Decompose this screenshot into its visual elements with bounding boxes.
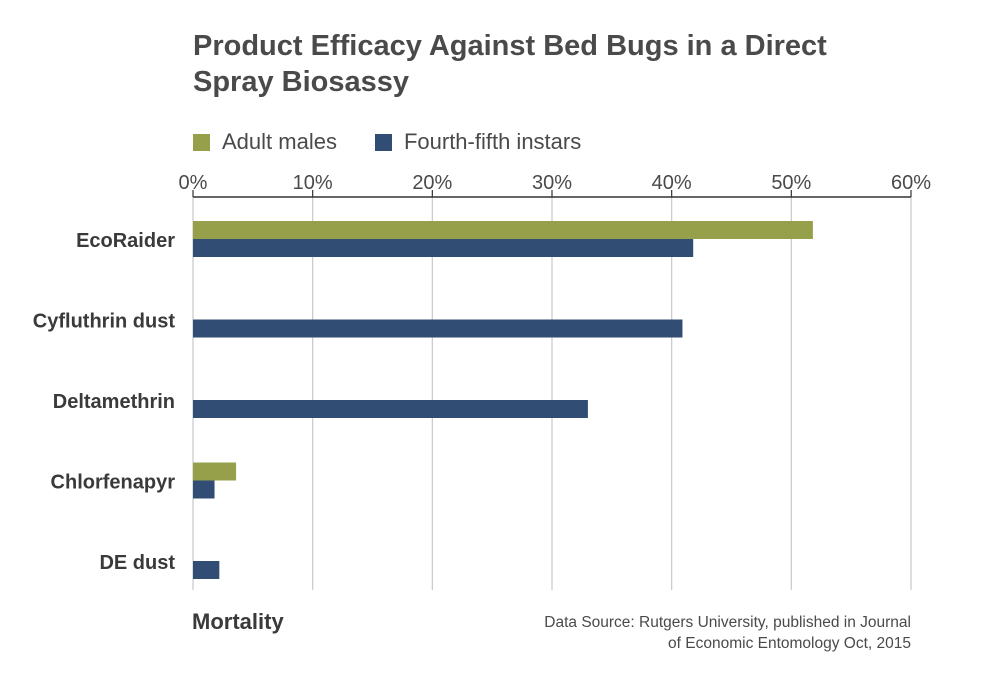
legend-label-adult-males: Adult males <box>222 129 337 154</box>
x-tick-label: 20% <box>412 172 452 194</box>
x-tick-label: 0% <box>179 172 208 194</box>
bar-adult-males <box>193 221 813 239</box>
chart-title: Product Efficacy Against Bed Bugs in a D… <box>193 28 953 100</box>
x-tick-label: 10% <box>293 172 333 194</box>
x-tick-label: 40% <box>652 172 692 194</box>
chart-title-line-2: Spray Biosassy <box>193 66 410 98</box>
category-label: Deltamethrin <box>53 391 175 413</box>
legend-label-instars: Fourth-fifth instars <box>403 129 582 154</box>
legend-swatch-adult-males <box>193 133 210 151</box>
bar-instars <box>193 400 588 418</box>
x-tick-label: 50% <box>771 172 811 194</box>
bars <box>193 221 813 579</box>
legend-item-instars: Fourth-fifth instars <box>374 129 582 155</box>
chart-title-line-1: Product Efficacy Against Bed Bugs in a D… <box>193 30 827 62</box>
legend-item-adult-males: Adult males <box>193 129 337 155</box>
gridlines <box>192 197 912 590</box>
category-label: Chlorfenapyr <box>51 472 176 494</box>
bar-instars <box>193 239 694 257</box>
legend-swatch-instars <box>374 133 392 151</box>
bar-instars <box>193 561 220 579</box>
category-label: DE dust <box>99 552 175 574</box>
x-tick-label: 30% <box>532 172 572 194</box>
bar-instars <box>193 319 683 338</box>
data-source-note: Data Source: Rutgers University, publish… <box>431 612 911 654</box>
bar-adult-males <box>193 462 237 481</box>
category-label: EcoRaider <box>76 230 175 252</box>
bar-instars <box>193 480 215 499</box>
x-axis-title: Mortality <box>192 609 284 634</box>
category-labels: EcoRaider Cyfluthrin dust Deltamethrin Chlo… <box>33 230 176 574</box>
x-tick-label: 60% <box>891 172 931 194</box>
category-label: Cyfluthrin dust <box>33 311 176 333</box>
x-axis: 0% 10% 20% 30% 40% 50% 60% <box>179 172 931 198</box>
data-source-line-2: of Economic Entomology Oct, 2015 <box>668 635 911 652</box>
data-source-line-1: Data Source: Rutgers University, publish… <box>544 614 911 631</box>
chart-legend: Adult males Fourth-fifth instars <box>193 128 619 156</box>
